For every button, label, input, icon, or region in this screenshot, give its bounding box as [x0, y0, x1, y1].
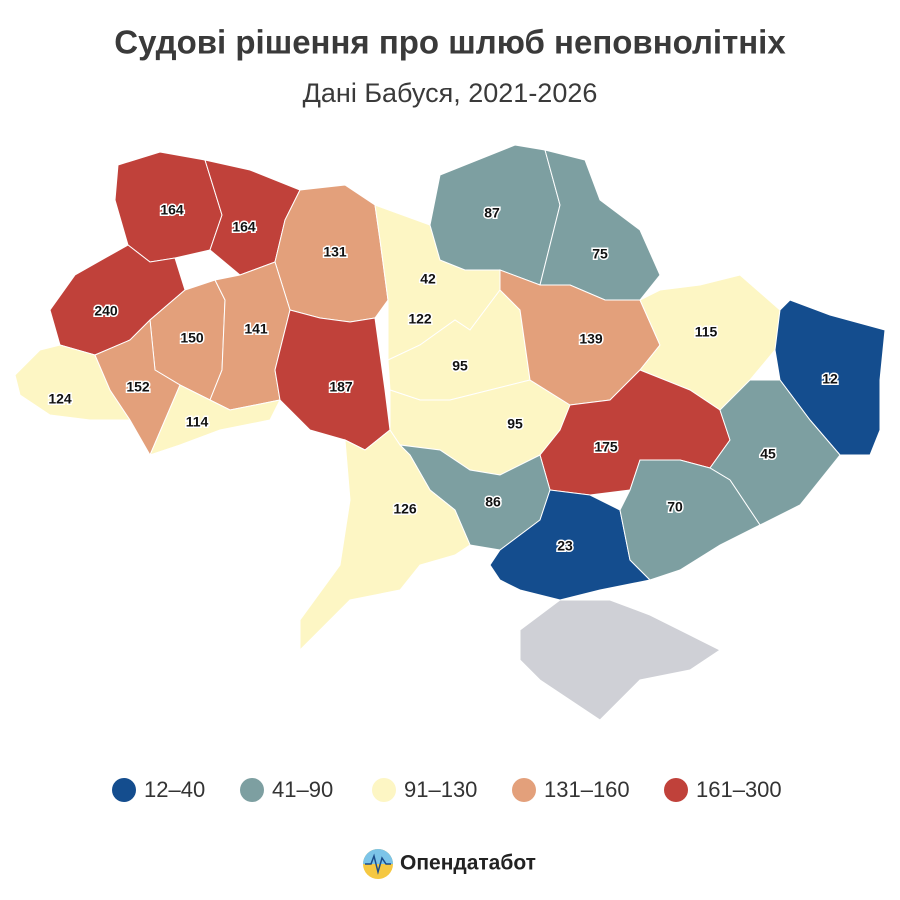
legend-label: 12–40: [144, 777, 205, 802]
region: [539, 149, 661, 301]
region-value: 139: [579, 331, 603, 347]
region-value: 23: [557, 538, 573, 554]
region-value: 124: [48, 391, 72, 407]
brand-logo: [363, 849, 393, 879]
region: [299, 429, 471, 652]
title: Судові рішення про шлюб неповнолітніх: [114, 24, 786, 61]
region-value: 86: [485, 494, 501, 510]
region-value: 141: [244, 321, 268, 337]
region-value: 122: [408, 311, 432, 327]
region-value: 115: [695, 324, 718, 340]
region-value: 175: [594, 439, 618, 455]
legend-swatch: [664, 778, 688, 802]
legend-label: 91–130: [404, 777, 477, 802]
region-value: 126: [393, 501, 417, 517]
region: [774, 299, 886, 456]
region: [639, 274, 781, 411]
region-value: 152: [126, 379, 150, 395]
region-value: 42: [420, 271, 436, 287]
legend-label: 161–300: [696, 777, 782, 802]
region: [274, 309, 391, 451]
region-value: 45: [760, 446, 776, 462]
region: [619, 459, 761, 581]
legend-label: 131–160: [544, 777, 630, 802]
region-value: 150: [180, 330, 204, 346]
region-value: 70: [667, 499, 683, 515]
subtitle: Дані Бабуся, 2021-2026: [303, 78, 598, 108]
region-value: 131: [323, 244, 347, 260]
no-data-region: [519, 599, 721, 721]
region-value: 164: [160, 202, 184, 218]
region-value: 187: [329, 379, 353, 395]
region: [114, 151, 223, 263]
legend-swatch: [240, 778, 264, 802]
region-value: 164: [232, 219, 256, 235]
map: 164 164 131 240 150 141 124 152 114 187 42 122 95 95 8…: [14, 144, 886, 721]
legend-swatch: [372, 778, 396, 802]
region-value: 240: [94, 303, 118, 319]
legend-label: 41–90: [272, 777, 333, 802]
region-value: 87: [484, 205, 500, 221]
legend-swatch: [512, 778, 536, 802]
brand: Опендатабот: [400, 852, 536, 875]
legend: 12–40 41–90 91–130 131–160 161–300: [112, 777, 782, 802]
region-value: 114: [186, 414, 209, 430]
legend-swatch: [112, 778, 136, 802]
region-value: 95: [452, 358, 468, 374]
region-value: 12: [822, 371, 838, 387]
region: [709, 379, 841, 526]
region: [149, 384, 281, 456]
region-value: 95: [507, 416, 523, 432]
region-value: 75: [592, 246, 608, 262]
